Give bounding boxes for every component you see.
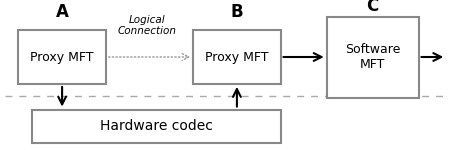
Text: Software
MFT: Software MFT: [344, 43, 399, 71]
Text: B: B: [230, 3, 243, 21]
Bar: [193, 30, 280, 84]
Text: Proxy MFT: Proxy MFT: [205, 51, 268, 63]
Text: Proxy MFT: Proxy MFT: [30, 51, 94, 63]
Text: Logical
Connection: Logical Connection: [118, 15, 176, 36]
Text: C: C: [366, 0, 378, 15]
Text: A: A: [56, 3, 68, 21]
Bar: [326, 16, 418, 98]
Text: Hardware codec: Hardware codec: [100, 119, 213, 133]
Bar: [32, 110, 280, 142]
Bar: [18, 30, 106, 84]
